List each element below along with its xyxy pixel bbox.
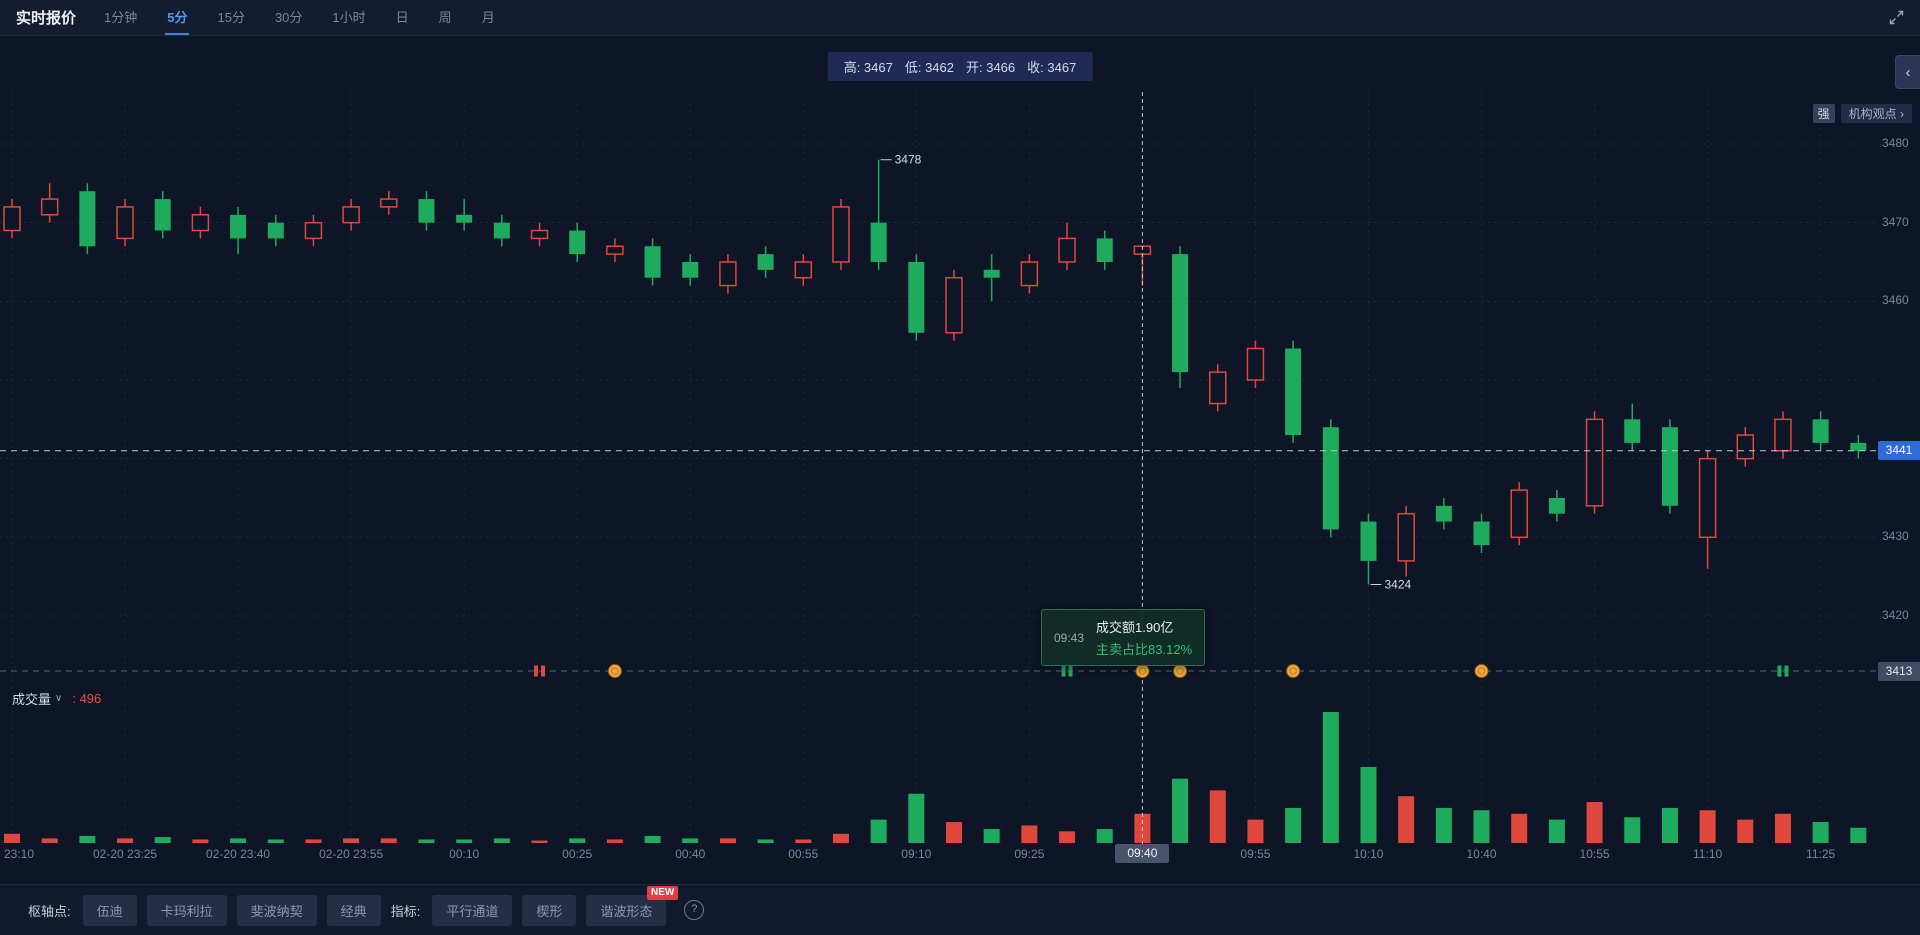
anomaly-tooltip: 09:43 成交额1.90亿 主卖占比83.12%: [1041, 609, 1206, 666]
price-axis-label: 3420: [1882, 607, 1909, 622]
time-axis-label: 02-20 23:55: [319, 847, 384, 861]
price-axis-label: 3430: [1882, 529, 1909, 544]
pivot-woodie-button[interactable]: 伍迪: [82, 894, 137, 926]
time-axis-label: 00:10: [449, 847, 480, 861]
high-price-annotation: 3478: [895, 153, 922, 167]
anomaly-coin-marker[interactable]: [607, 664, 622, 679]
high-value: 高: 3467: [843, 60, 893, 75]
strength-badge: 强: [1812, 104, 1835, 123]
tab-month[interactable]: 月: [481, 10, 495, 25]
volume-value: : 496: [72, 691, 102, 706]
time-axis-label: 11:10: [1693, 847, 1723, 861]
new-badge: NEW: [647, 885, 679, 900]
volume-indicator-dropdown[interactable]: 成交量 ∨: [12, 689, 62, 708]
institution-view-button[interactable]: 机构观点 ›: [1840, 104, 1912, 123]
chevron-down-icon: ∨: [55, 693, 63, 704]
close-value: 收: 3467: [1027, 60, 1077, 75]
volume-pane-header: 成交量 ∨ : 496: [12, 689, 101, 708]
insight-controls: 强 机构观点 ›: [1812, 104, 1912, 123]
price-axis-label: 3480: [1882, 136, 1909, 150]
anomaly-coin-marker[interactable]: [1474, 664, 1489, 679]
time-axis-label: 11:25: [1806, 847, 1836, 861]
tab-day[interactable]: 日: [395, 10, 409, 25]
tab-1min[interactable]: 1分钟: [104, 10, 138, 25]
interval-tabs: 1分钟 5分 15分 30分 1小时 日 周 月: [102, 0, 497, 35]
time-axis-label: 09:25: [1014, 847, 1045, 861]
ohlc-info-bar: 高: 3467 低: 3462 开: 3466 收: 3467: [827, 52, 1093, 81]
time-axis-label: 10:55: [1579, 847, 1610, 861]
anomaly-coin-marker[interactable]: [1286, 664, 1301, 679]
indicator-label: 指标:: [390, 903, 421, 919]
price-axis-label: 3470: [1882, 214, 1909, 229]
time-axis-label: 00:25: [562, 847, 593, 861]
time-axis-label: 10:10: [1353, 847, 1384, 861]
collapse-panel-button[interactable]: ‹: [1895, 55, 1920, 89]
tab-1hour[interactable]: 1小时: [332, 10, 366, 25]
signal-ticks-marker[interactable]: [534, 665, 546, 677]
time-axis-label: 23:10: [4, 847, 35, 861]
help-icon[interactable]: ?: [684, 900, 705, 920]
open-value: 开: 3466: [966, 60, 1016, 75]
tooltip-sell-ratio: 主卖占比83.12%: [1096, 642, 1193, 657]
indicator-wedge-button[interactable]: 楔形: [522, 894, 577, 926]
signal-ticks-marker[interactable]: [1061, 665, 1073, 677]
reference-price-tag: 3413: [1878, 662, 1920, 682]
tab-week[interactable]: 周: [438, 10, 452, 25]
crosshair-time-tag: 09:40: [1115, 844, 1170, 863]
tooltip-turnover: 成交额1.90亿: [1096, 620, 1174, 635]
time-axis-label: 10:40: [1466, 847, 1497, 861]
low-price-annotation: 3424: [1384, 577, 1411, 591]
header: 实时报价 1分钟 5分 15分 30分 1小时 日 周 月: [0, 0, 1920, 36]
signal-ticks-marker[interactable]: [1777, 665, 1789, 677]
time-axis-label: 00:40: [675, 847, 706, 861]
tooltip-time: 09:43: [1054, 630, 1085, 645]
tab-5min[interactable]: 5分: [165, 0, 190, 35]
drawing-toolbar: 枢轴点: 伍迪 卡玛利拉 斐波纳契 经典 指标: 平行通道 楔形 谐波形态 NE…: [0, 884, 1920, 935]
tab-15min[interactable]: 15分: [217, 10, 245, 25]
time-axis-label: 09:10: [901, 847, 932, 861]
volume-label: 成交量: [12, 692, 52, 707]
pivot-fibonacci-button[interactable]: 斐波纳契: [236, 894, 317, 926]
time-axis-label: 02-20 23:40: [206, 847, 271, 861]
anomaly-coin-marker[interactable]: [1135, 664, 1150, 679]
page-title: 实时报价: [16, 10, 77, 27]
fullscreen-icon[interactable]: [1889, 0, 1904, 35]
volume-series: [4, 712, 1867, 843]
time-axis-label: 00:55: [788, 847, 819, 861]
pivot-label: 枢轴点:: [28, 903, 71, 919]
low-value: 低: 3462: [904, 60, 954, 75]
pivot-camarilla-button[interactable]: 卡玛利拉: [146, 894, 227, 926]
indicator-harmonic-button[interactable]: 谐波形态 NEW: [586, 885, 679, 926]
time-axis-label: 02-20 23:25: [93, 847, 158, 861]
price-axis-label: 3460: [1882, 293, 1909, 308]
pivot-classic-button[interactable]: 经典: [326, 894, 381, 926]
time-axis-label: 09:55: [1240, 847, 1271, 861]
current-price-tag: 3441: [1878, 440, 1920, 460]
tab-30min[interactable]: 30分: [274, 10, 303, 25]
candle-series: [3, 159, 1867, 585]
indicator-parallel-channel-button[interactable]: 平行通道: [432, 894, 513, 926]
anomaly-coin-marker[interactable]: [1173, 664, 1188, 679]
